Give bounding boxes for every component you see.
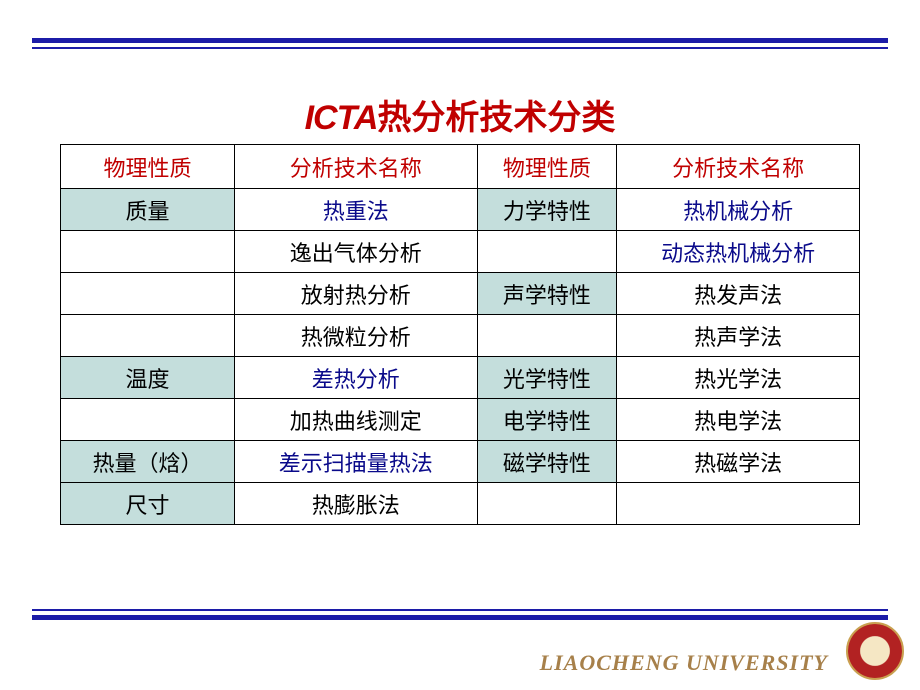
top-divider	[32, 38, 888, 49]
table-cell: 差热分析	[234, 357, 477, 399]
col-header: 分析技术名称	[617, 145, 860, 189]
table-cell: 热量（焓）	[61, 441, 235, 483]
table-cell: 热机械分析	[617, 189, 860, 231]
top-line-thin	[32, 47, 888, 49]
bottom-line-thin	[32, 609, 888, 611]
bottom-line-thick	[32, 615, 888, 620]
col-header: 物理性质	[61, 145, 235, 189]
table-cell	[61, 315, 235, 357]
table-cell: 光学特性	[477, 357, 616, 399]
table-cell: 热发声法	[617, 273, 860, 315]
col-header: 分析技术名称	[234, 145, 477, 189]
table-header-row: 物理性质 分析技术名称 物理性质 分析技术名称	[61, 145, 860, 189]
table-row: 质量热重法力学特性热机械分析	[61, 189, 860, 231]
footer: LIAOCHENG UNIVERSITY	[0, 632, 920, 682]
table-cell: 差示扫描量热法	[234, 441, 477, 483]
table-row: 热微粒分析 热声学法	[61, 315, 860, 357]
table-cell: 热电学法	[617, 399, 860, 441]
table-cell: 热光学法	[617, 357, 860, 399]
table-row: 逸出气体分析 动态热机械分析	[61, 231, 860, 273]
table-cell: 磁学特性	[477, 441, 616, 483]
table-row: 尺寸热膨胀法	[61, 483, 860, 525]
table-cell	[61, 399, 235, 441]
table-cell: 声学特性	[477, 273, 616, 315]
bottom-divider	[32, 609, 888, 620]
table-cell: 加热曲线测定	[234, 399, 477, 441]
table-cell: 动态热机械分析	[617, 231, 860, 273]
title-rest: 热分析技术分类	[377, 99, 615, 137]
table-cell	[477, 231, 616, 273]
table-cell: 力学特性	[477, 189, 616, 231]
table-cell: 热磁学法	[617, 441, 860, 483]
table-cell	[61, 231, 235, 273]
table-cell: 热声学法	[617, 315, 860, 357]
university-name: LIAOCHENG UNIVERSITY	[540, 650, 828, 676]
table-cell	[617, 483, 860, 525]
table-cell: 热微粒分析	[234, 315, 477, 357]
title-prefix: ICTA	[305, 99, 378, 137]
table-cell: 尺寸	[61, 483, 235, 525]
table-row: 放射热分析声学特性热发声法	[61, 273, 860, 315]
table-row: 热量（焓）差示扫描量热法磁学特性热磁学法	[61, 441, 860, 483]
university-seal-icon	[846, 622, 904, 680]
table-cell: 温度	[61, 357, 235, 399]
table-cell: 质量	[61, 189, 235, 231]
table-cell: 逸出气体分析	[234, 231, 477, 273]
classification-table: 物理性质 分析技术名称 物理性质 分析技术名称 质量热重法力学特性热机械分析逸出…	[60, 144, 860, 525]
table-cell: 热重法	[234, 189, 477, 231]
classification-table-wrap: 物理性质 分析技术名称 物理性质 分析技术名称 质量热重法力学特性热机械分析逸出…	[60, 144, 860, 525]
table-cell	[61, 273, 235, 315]
table-cell: 热膨胀法	[234, 483, 477, 525]
table-body: 质量热重法力学特性热机械分析逸出气体分析动态热机械分析放射热分析声学特性热发声法…	[61, 189, 860, 525]
table-row: 温度差热分析光学特性热光学法	[61, 357, 860, 399]
col-header: 物理性质	[477, 145, 616, 189]
table-cell	[477, 315, 616, 357]
table-cell	[477, 483, 616, 525]
slide-title: ICTA热分析技术分类	[0, 90, 920, 139]
table-cell: 电学特性	[477, 399, 616, 441]
table-cell: 放射热分析	[234, 273, 477, 315]
top-line-thick	[32, 38, 888, 43]
table-row: 加热曲线测定电学特性热电学法	[61, 399, 860, 441]
